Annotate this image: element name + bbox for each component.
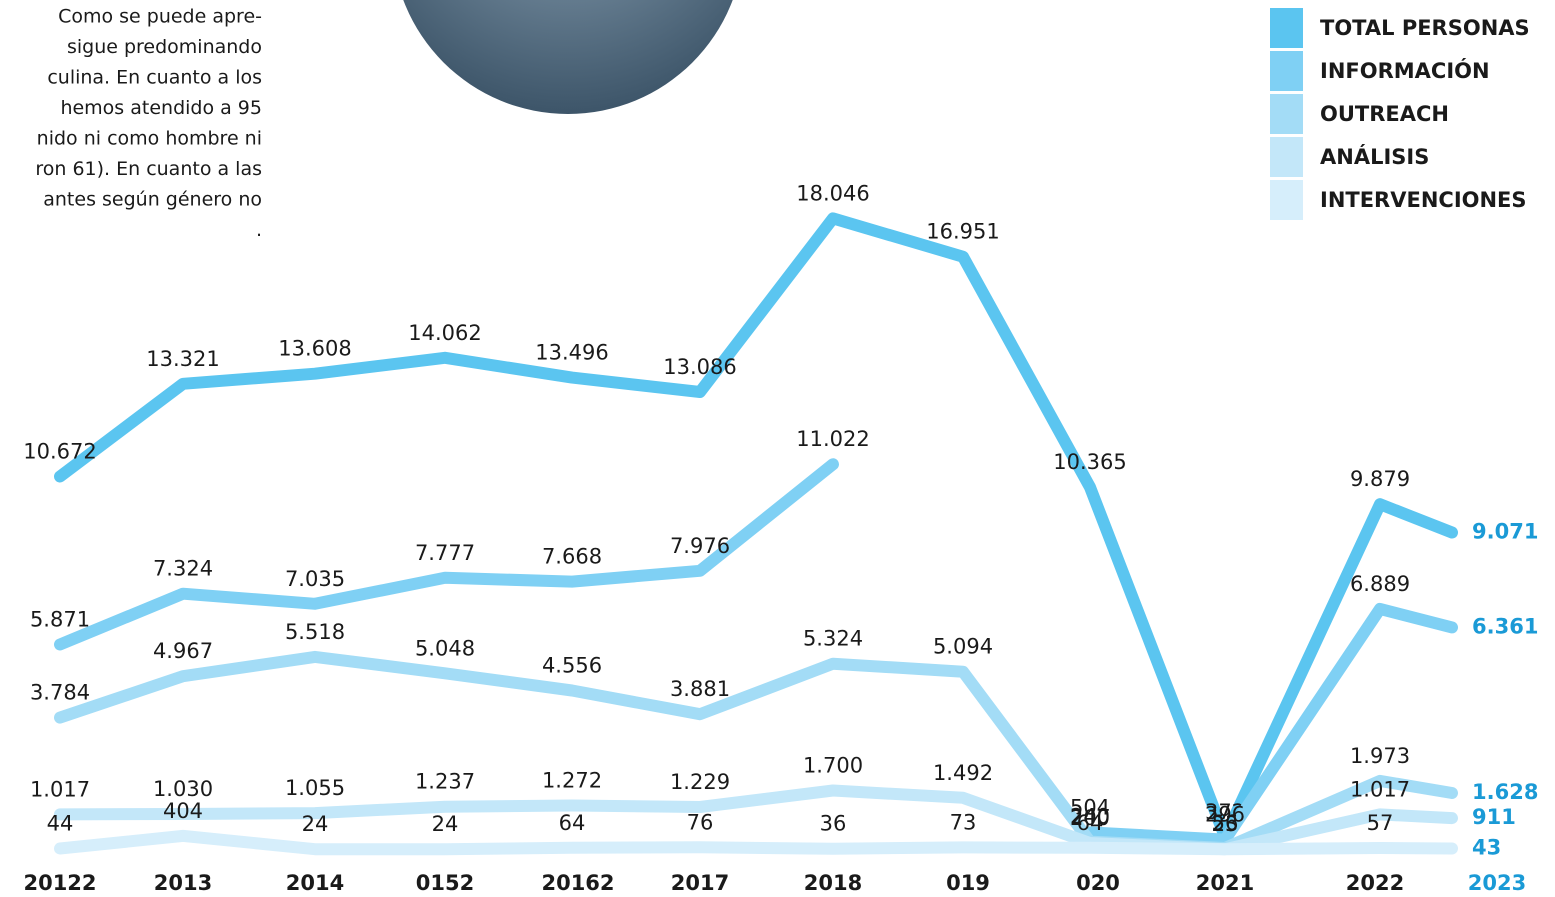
- data-label: 4.556: [542, 654, 602, 678]
- intro-line: Como se puede apre-: [58, 6, 262, 28]
- data-label: 7.324: [153, 557, 213, 581]
- data-label: 6.889: [1350, 572, 1410, 596]
- legend-swatch: [1270, 51, 1303, 91]
- data-label: 10.672: [23, 439, 96, 463]
- data-label: 1.492: [933, 761, 993, 785]
- x-tick-label: 020: [1076, 871, 1120, 895]
- data-label: 6.361: [1472, 614, 1538, 638]
- data-label: 5.871: [30, 608, 90, 632]
- data-label: 16.951: [926, 220, 999, 244]
- data-label: 13.608: [278, 337, 351, 361]
- data-label: 76: [687, 810, 714, 834]
- legend-swatch: [1270, 137, 1303, 177]
- intro-text: Como se puede apre-sigue predominando cul…: [35, 6, 262, 242]
- legend-label: TOTAL PERSONAS: [1320, 16, 1530, 40]
- data-label: 73: [950, 810, 977, 834]
- intro-line: antes según género no: [43, 189, 262, 211]
- x-tick-label: 2013: [154, 871, 212, 895]
- data-label: 57: [1367, 811, 1394, 835]
- data-label: 5.094: [933, 635, 993, 659]
- data-label: 3.784: [30, 681, 90, 705]
- data-label: 5.048: [415, 636, 475, 660]
- data-label: 1.017: [1350, 777, 1410, 801]
- legend-swatch: [1270, 94, 1303, 134]
- legend-swatch: [1270, 8, 1303, 48]
- x-tick-label: 2018: [804, 871, 862, 895]
- data-label: 64: [559, 811, 586, 835]
- data-label: 24: [432, 812, 459, 836]
- data-label: 11.022: [796, 427, 869, 451]
- legend-label: OUTREACH: [1320, 102, 1449, 126]
- data-label: 36: [820, 812, 847, 836]
- x-tick-label: 2022: [1346, 871, 1404, 895]
- x-tick-label: 2017: [671, 871, 729, 895]
- data-label: 1.628: [1472, 780, 1538, 804]
- data-label: 1.030: [153, 777, 213, 801]
- x-tick-label: 019: [946, 871, 990, 895]
- x-tick-label: 2021: [1196, 871, 1254, 895]
- data-label: 911: [1472, 805, 1516, 829]
- intro-line: ron 61). En cuanto a las: [35, 158, 262, 180]
- x-tick-label: 0152: [416, 871, 474, 895]
- data-label: 13.496: [535, 341, 608, 365]
- data-label: 18.046: [796, 181, 869, 205]
- legend-label: INTERVENCIONES: [1320, 188, 1527, 212]
- data-label: 7.777: [415, 541, 475, 565]
- intro-line: culina. En cuanto a los: [47, 67, 262, 89]
- series-line: [60, 464, 1452, 839]
- plot: 10.672 13.321 13.608 14.062 13.496 13.086 18.0…: [23, 181, 1538, 895]
- intro-line: nido ni como hombre ni: [37, 128, 262, 150]
- data-label: 404: [163, 799, 203, 823]
- data-label: 44: [47, 811, 74, 835]
- x-tick-label: 20122: [23, 871, 96, 895]
- data-label: 43: [1472, 835, 1501, 859]
- data-label: 4.967: [153, 639, 213, 663]
- data-label: 14.062: [408, 321, 481, 345]
- data-label: 1.973: [1350, 744, 1410, 768]
- data-label: 7.976: [670, 534, 730, 558]
- data-label: 10.365: [1053, 450, 1126, 474]
- legend-label: INFORMACIÓN: [1320, 58, 1490, 83]
- data-label: 13.086: [663, 355, 736, 379]
- photo: [392, 0, 744, 114]
- intro-line: .: [256, 219, 262, 241]
- data-label: 1.700: [803, 754, 863, 778]
- page: Como se puede apre-sigue predominando cul…: [0, 0, 1555, 897]
- data-label: 13.321: [146, 347, 219, 371]
- data-label: 1.055: [285, 776, 345, 800]
- data-label: 64: [1077, 811, 1104, 835]
- data-label: 3.881: [670, 677, 730, 701]
- x-tick-label: 2014: [286, 871, 344, 895]
- data-label: 7.035: [285, 567, 345, 591]
- data-label: 1.272: [542, 768, 602, 792]
- legend-label: ANÁLISIS: [1320, 144, 1429, 169]
- data-label: 9.879: [1350, 467, 1410, 491]
- intro-line: sigue predominando: [67, 36, 262, 58]
- data-label: 1.237: [415, 770, 475, 794]
- data-label: 24: [302, 812, 329, 836]
- x-tick-label: 2023: [1468, 871, 1526, 895]
- x-tick-label: 20162: [541, 871, 614, 895]
- data-label: 9.071: [1472, 520, 1538, 544]
- data-label: 1.017: [30, 777, 90, 801]
- intro-line: hemos atendido a 95: [60, 97, 262, 119]
- data-label: 5.518: [285, 620, 345, 644]
- data-label: 5.324: [803, 627, 863, 651]
- legend: TOTAL PERSONAS INFORMACIÓN OUTREACH ANÁLISI…: [1270, 8, 1530, 220]
- data-label: 23: [1212, 812, 1239, 836]
- data-label: 1.229: [670, 770, 730, 794]
- legend-swatch: [1270, 180, 1303, 220]
- data-label: 7.668: [542, 545, 602, 569]
